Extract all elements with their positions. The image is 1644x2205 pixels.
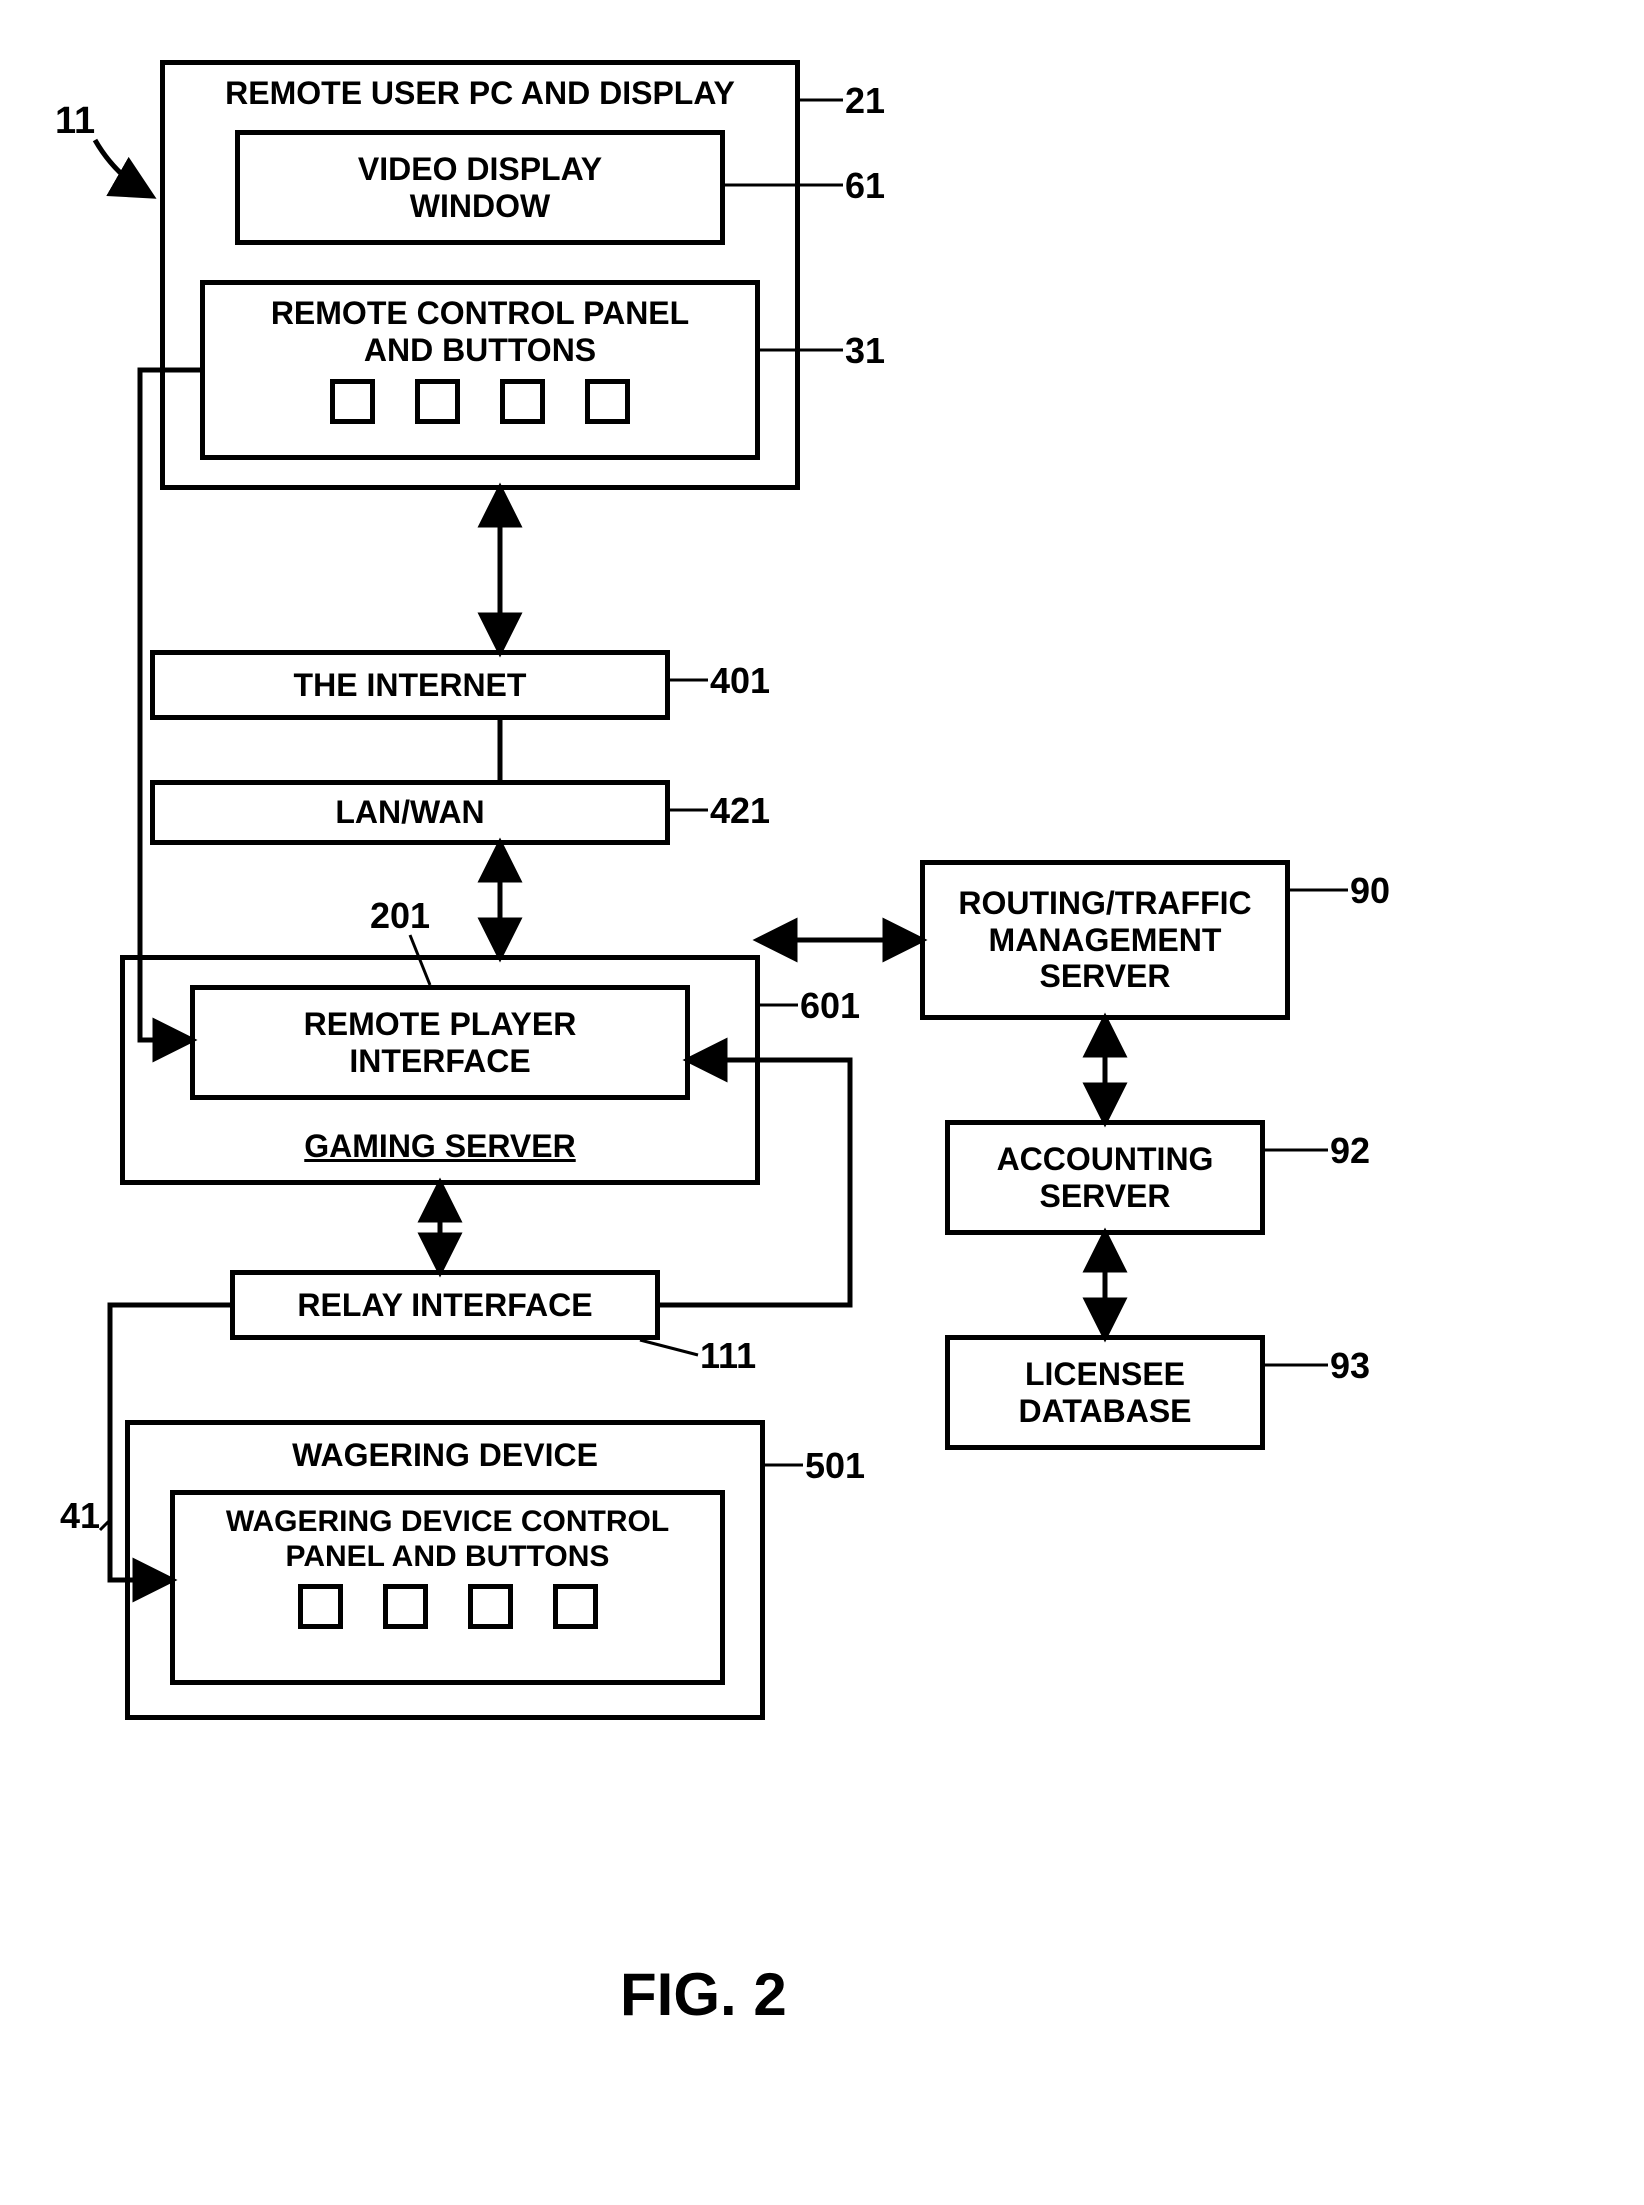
label-601: 601 <box>800 985 860 1027</box>
label-31: 31 <box>845 330 885 372</box>
wagering-panel-buttons <box>298 1584 598 1629</box>
wager-btn-3 <box>468 1584 513 1629</box>
remote-btn-2 <box>415 379 460 424</box>
wager-btn-1 <box>298 1584 343 1629</box>
label-90: 90 <box>1350 870 1390 912</box>
licensee-text: LICENSEEDATABASE <box>1018 1356 1191 1430</box>
relay-if-text: RELAY INTERFACE <box>297 1287 592 1324</box>
wagering-device-title: WAGERING DEVICE <box>292 1437 598 1474</box>
remote-pc-title: REMOTE USER PC AND DISPLAY <box>225 75 735 112</box>
label-421: 421 <box>710 790 770 832</box>
accounting-text: ACCOUNTINGSERVER <box>997 1141 1214 1215</box>
label-41: 41 <box>60 1495 100 1537</box>
box-accounting: ACCOUNTINGSERVER <box>945 1120 1265 1235</box>
box-wagering-panel: WAGERING DEVICE CONTROLPANEL AND BUTTONS <box>170 1490 725 1685</box>
remote-btn-3 <box>500 379 545 424</box>
gaming-server-title: GAMING SERVER <box>304 1128 575 1165</box>
box-routing: ROUTING/TRAFFICMANAGEMENTSERVER <box>920 860 1290 1020</box>
label-11: 11 <box>55 100 95 143</box>
label-201: 201 <box>370 895 430 937</box>
video-window-text: VIDEO DISPLAYWINDOW <box>358 151 602 225</box>
label-93: 93 <box>1330 1345 1370 1387</box>
label-61: 61 <box>845 165 885 207</box>
label-21: 21 <box>845 80 885 122</box>
lanwan-text: LAN/WAN <box>335 794 484 831</box>
box-remote-player-if: REMOTE PLAYERINTERFACE <box>190 985 690 1100</box>
box-internet: THE INTERNET <box>150 650 670 720</box>
figure-caption: FIG. 2 <box>620 1960 787 2029</box>
box-remote-panel: REMOTE CONTROL PANELAND BUTTONS <box>200 280 760 460</box>
remote-btn-1 <box>330 379 375 424</box>
remote-player-if-text: REMOTE PLAYERINTERFACE <box>304 1006 577 1080</box>
wagering-panel-text: WAGERING DEVICE CONTROLPANEL AND BUTTONS <box>226 1505 669 1574</box>
box-licensee: LICENSEEDATABASE <box>945 1335 1265 1450</box>
wager-btn-2 <box>383 1584 428 1629</box>
label-501: 501 <box>805 1445 865 1487</box>
remote-panel-text: REMOTE CONTROL PANELAND BUTTONS <box>271 295 689 369</box>
internet-text: THE INTERNET <box>294 667 527 704</box>
box-video-window: VIDEO DISPLAYWINDOW <box>235 130 725 245</box>
box-lanwan: LAN/WAN <box>150 780 670 845</box>
box-relay-if: RELAY INTERFACE <box>230 1270 660 1340</box>
remote-panel-buttons <box>330 379 630 424</box>
remote-btn-4 <box>585 379 630 424</box>
wager-btn-4 <box>553 1584 598 1629</box>
label-401: 401 <box>710 660 770 702</box>
label-111: 111 <box>700 1335 756 1377</box>
label-92: 92 <box>1330 1130 1370 1172</box>
routing-text: ROUTING/TRAFFICMANAGEMENTSERVER <box>958 885 1251 995</box>
